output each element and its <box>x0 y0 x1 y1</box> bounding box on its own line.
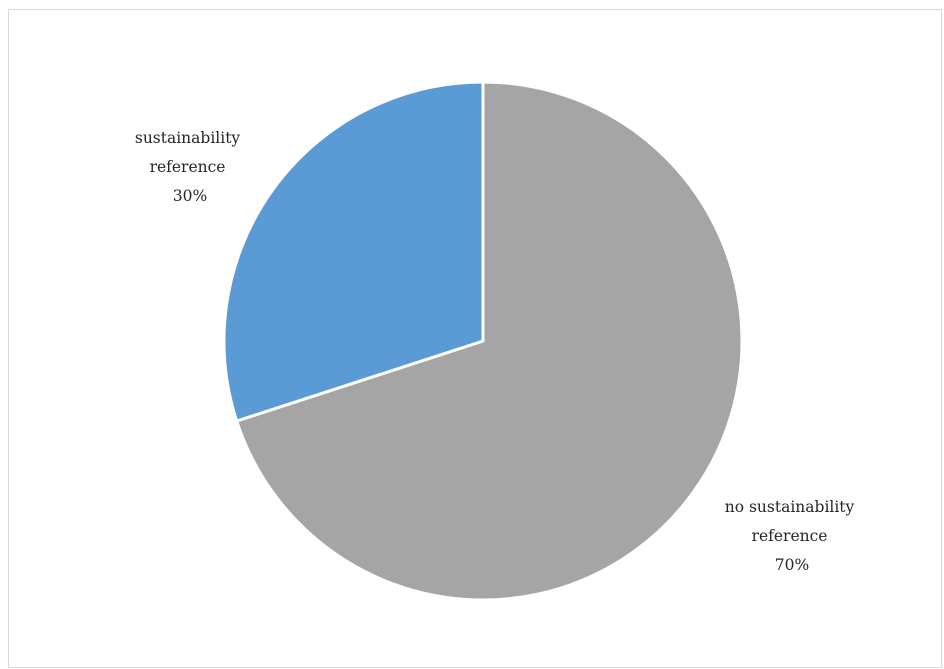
slice-label-line: sustainability <box>135 129 241 147</box>
pie-slice-sustainability-reference <box>222 80 485 423</box>
slice-label-sustainability-reference: sustainability reference 30% <box>135 129 245 205</box>
slice-label-line: reference <box>752 527 828 545</box>
slice-value-label: 30% <box>173 187 207 205</box>
slice-label-line: reference <box>150 158 226 176</box>
slice-label-line: no sustainability <box>725 498 855 516</box>
slice-label-no-sustainability-reference: no sustainability reference 70% <box>725 498 860 574</box>
pie-slices <box>222 80 744 602</box>
pie-slice-no-sustainability-reference <box>235 80 744 602</box>
slice-value-label: 70% <box>775 556 809 574</box>
